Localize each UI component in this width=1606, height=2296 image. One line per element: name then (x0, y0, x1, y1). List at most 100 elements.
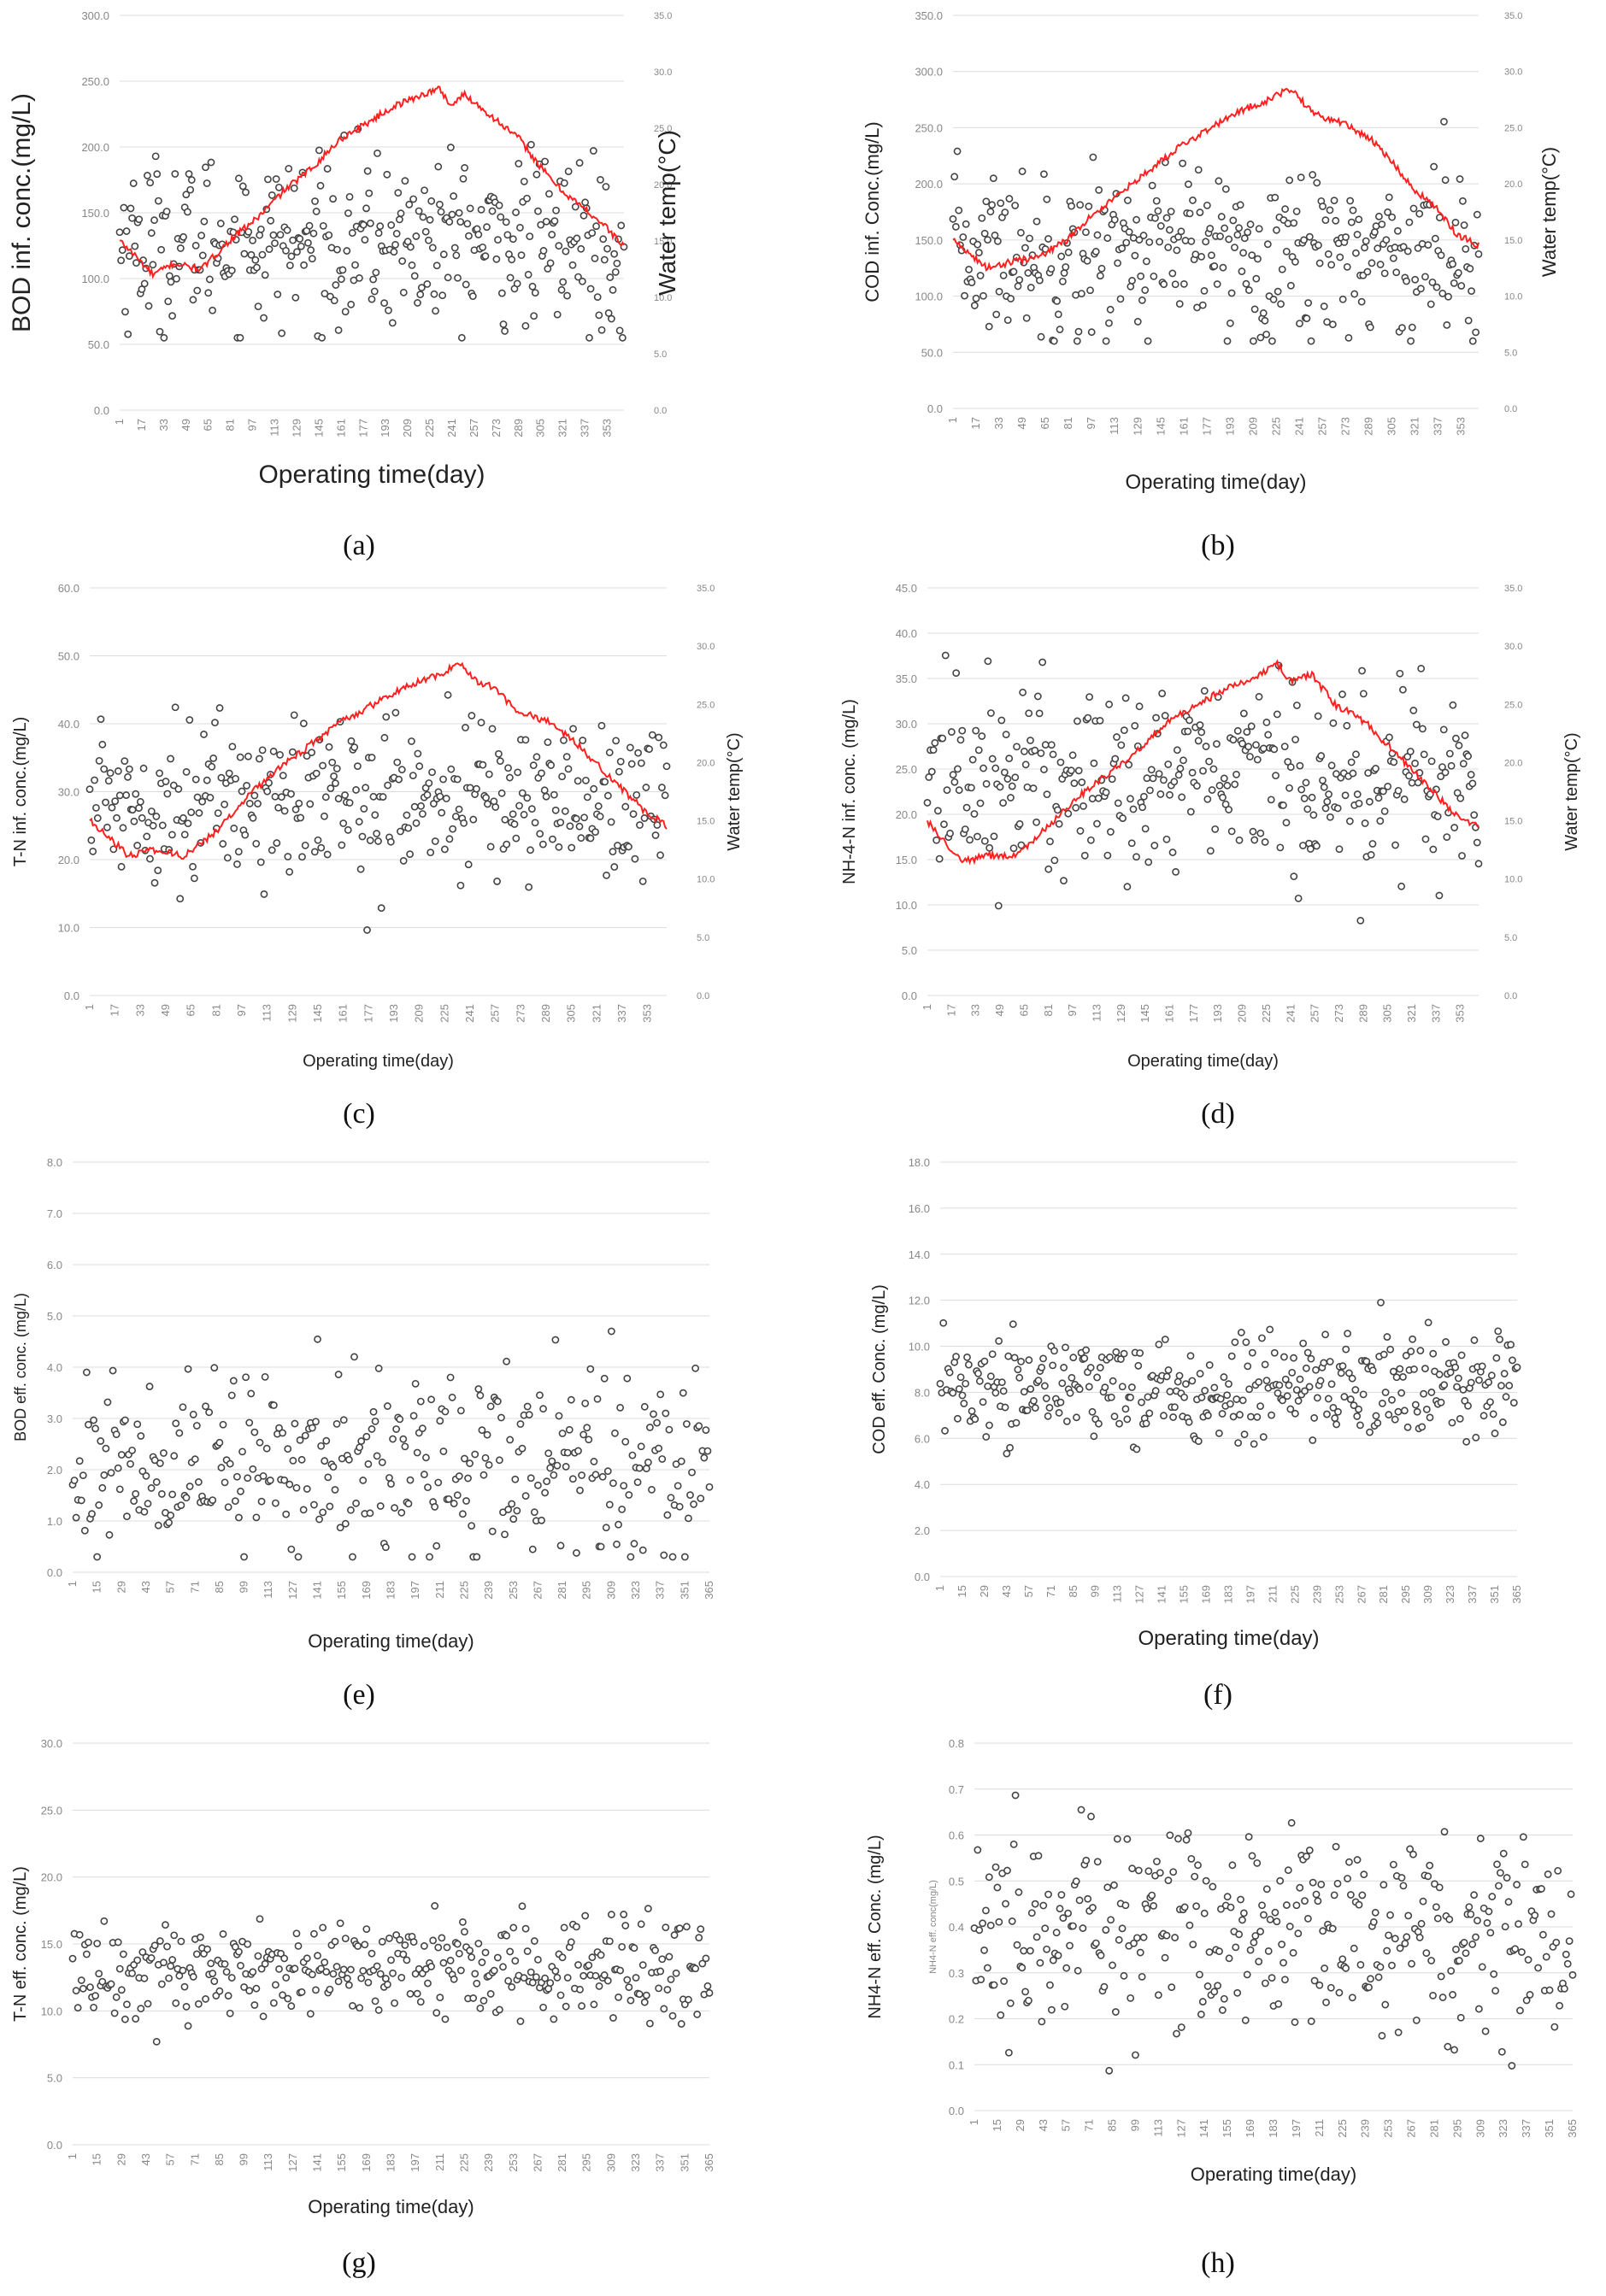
data-point (403, 1956, 411, 1964)
data-point (609, 1479, 617, 1488)
data-point (1450, 279, 1458, 287)
y-tick-label: 300.0 (81, 9, 109, 22)
data-point (168, 831, 176, 839)
data-point (252, 1513, 261, 1522)
data-point (240, 1983, 248, 1991)
data-point (1505, 1382, 1514, 1389)
data-point (563, 1448, 572, 1457)
y2-tick-label: 0.0 (654, 406, 667, 416)
data-point (297, 1455, 306, 1464)
data-point (317, 1964, 326, 1973)
data-point (93, 814, 102, 822)
data-point (415, 762, 424, 771)
data-point (1233, 231, 1242, 239)
data-point (995, 1336, 1003, 1345)
data-point (1277, 300, 1285, 308)
data-point (408, 737, 415, 745)
data-point (1359, 1390, 1368, 1399)
data-point (603, 1976, 612, 1985)
chart-svg-h: 0.00.10.20.30.40.50.60.70.81 15 29 43 57 71 85… (866, 1737, 1579, 2185)
data-point (115, 1964, 124, 1973)
data-point (296, 1436, 304, 1444)
data-point (602, 183, 610, 191)
data-point (373, 1962, 381, 1970)
data-point (75, 1457, 84, 1465)
x-tick-label: 197 (409, 2153, 421, 2172)
data-point (1355, 799, 1363, 807)
data-point (119, 1950, 127, 1958)
data-point (1194, 1861, 1202, 1870)
chart-panel-d: 0.0 5.0 10.0 15.0 20.0 25.0 30.0 35.0 40.0 45.0 0.… (803, 573, 1606, 1085)
data-point (1242, 279, 1250, 288)
x-tick-label: 113 (261, 1004, 274, 1022)
data-point (1118, 244, 1127, 252)
data-point (1025, 1356, 1033, 1365)
data-point (703, 1447, 712, 1455)
data-point (1088, 795, 1097, 803)
data-point (513, 279, 521, 288)
data-point (217, 1464, 226, 1471)
data-point (644, 1459, 652, 1466)
data-point (1236, 1411, 1244, 1419)
data-point (1132, 2051, 1139, 2059)
data-point (219, 840, 227, 848)
data-point (1143, 257, 1150, 266)
data-point (1392, 268, 1401, 277)
data-point (1233, 1988, 1242, 1997)
data-point (695, 1422, 703, 1430)
data-point (1038, 2017, 1046, 2026)
y2-tick-label: 25.0 (1504, 700, 1522, 710)
data-point (1296, 1375, 1304, 1383)
data-point (1317, 1880, 1326, 1888)
data-point (550, 790, 558, 799)
data-point (399, 1435, 408, 1443)
data-point (1188, 1377, 1197, 1385)
data-point (1232, 1395, 1241, 1403)
data-point (660, 2005, 668, 2013)
data-point (537, 220, 545, 229)
data-point (150, 1456, 159, 1465)
data-point (330, 297, 338, 305)
data-point (1374, 1973, 1383, 1982)
data-point (985, 1873, 993, 1882)
data-point (495, 749, 503, 758)
data-point (1396, 1944, 1404, 1952)
x-tick-label: 129 (285, 1004, 298, 1023)
data-point (115, 791, 124, 800)
data-point (323, 850, 332, 859)
data-point (221, 1960, 229, 1968)
data-point (1355, 1405, 1362, 1413)
data-point (1053, 297, 1062, 305)
data-point (1531, 1911, 1539, 1919)
data-point (431, 837, 439, 845)
data-point (481, 252, 490, 261)
data-point (298, 853, 306, 861)
data-point (549, 835, 556, 843)
data-point (1302, 778, 1310, 787)
data-point (1223, 337, 1232, 345)
data-point (637, 1442, 645, 1451)
data-point (526, 232, 534, 240)
data-point (1256, 333, 1265, 342)
data-point (1046, 1981, 1054, 1989)
data-point (1517, 1948, 1526, 1956)
data-point (1244, 1362, 1252, 1371)
data-point (1127, 1393, 1134, 1401)
data-point (242, 188, 250, 197)
data-point (221, 800, 229, 808)
data-point (996, 783, 1004, 791)
data-point (615, 326, 624, 335)
x-tick-label: 323 (629, 2153, 642, 2172)
data-point (1240, 234, 1249, 243)
data-point (311, 197, 319, 205)
data-point (303, 1954, 311, 1963)
data-point (1041, 741, 1050, 749)
x-tick-label: 295 (580, 2153, 593, 2172)
data-point (546, 259, 555, 267)
data-point (1038, 1363, 1046, 1371)
data-point (401, 1442, 409, 1451)
data-point (1538, 1930, 1547, 1939)
data-point (365, 189, 374, 197)
data-point (685, 1995, 692, 2004)
data-point (1381, 2000, 1390, 2009)
